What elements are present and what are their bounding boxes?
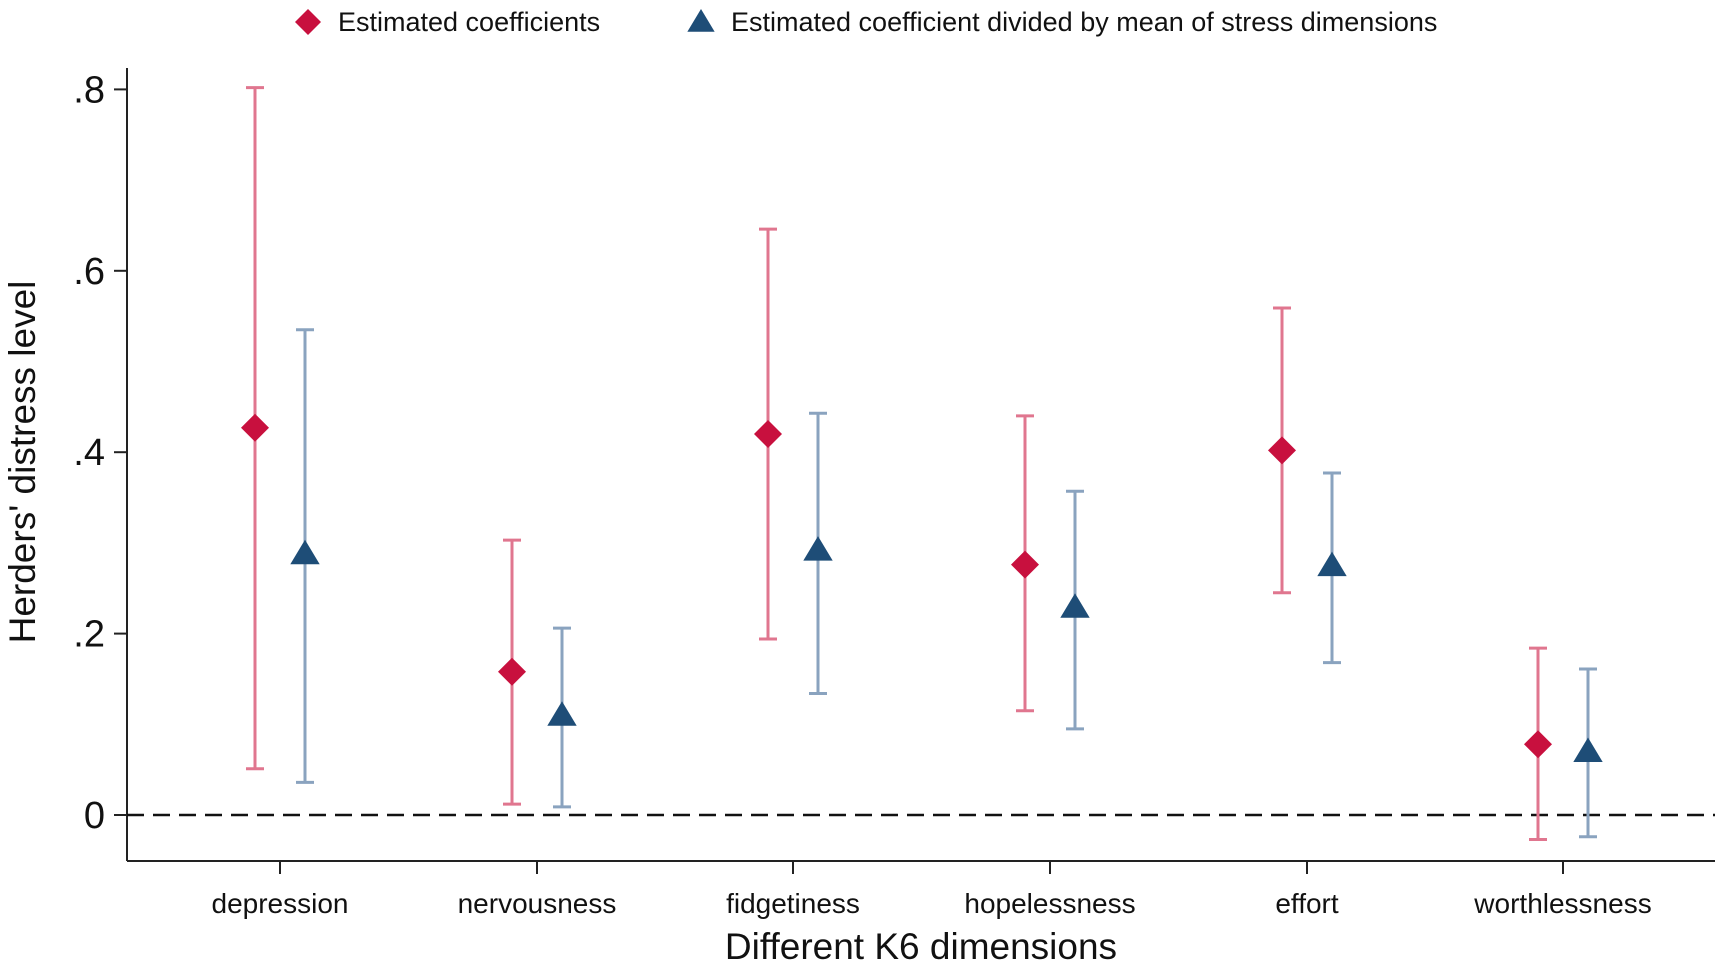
diamond-point-effort bbox=[1268, 436, 1296, 465]
legend-marker-diamond bbox=[295, 9, 321, 35]
legend-item-scaled-coefficients: Estimated coefficient divided by mean of… bbox=[687, 7, 1437, 37]
diamond-point-worthlessness bbox=[1524, 730, 1552, 759]
triangle-point-nervousness bbox=[547, 701, 577, 726]
legend-label-scaled-coefficients: Estimated coefficient divided by mean of… bbox=[731, 7, 1437, 37]
y-tick-label: .4 bbox=[73, 432, 105, 474]
y-tick-label: 0 bbox=[84, 795, 105, 837]
diamond-point-fidgetiness bbox=[754, 420, 782, 449]
series-estimated-coefficients bbox=[241, 86, 1552, 841]
triangle-point-fidgetiness bbox=[803, 536, 833, 561]
triangle-point-hopelessness bbox=[1060, 593, 1090, 618]
legend-marker-triangle bbox=[687, 9, 715, 32]
x-tick-label-fidgetiness: fidgetiness bbox=[726, 888, 860, 919]
y-tick-label: .6 bbox=[73, 251, 105, 293]
y-tick-label: .8 bbox=[73, 69, 105, 111]
diamond-point-hopelessness bbox=[1011, 550, 1039, 579]
triangle-point-depression bbox=[290, 539, 320, 565]
y-tick-label: .2 bbox=[73, 614, 105, 656]
diamond-point-depression bbox=[241, 413, 269, 442]
axes: 0 .2 .4 .6 .8 depression nervousness fidgetines… bbox=[73, 68, 1715, 919]
x-tick-label-hopelessness: hopelessness bbox=[964, 888, 1135, 919]
x-tick-label-depression: depression bbox=[212, 888, 349, 919]
x-tick-label-worthlessness: worthlessness bbox=[1473, 888, 1651, 919]
x-tick-label-effort: effort bbox=[1275, 888, 1339, 919]
series-estimated-coefficient-divided-by-mean-of-stress-dimensions bbox=[290, 328, 1603, 839]
diamond-point-nervousness bbox=[498, 657, 526, 686]
x-tick-label-nervousness: nervousness bbox=[458, 888, 617, 919]
y-axis-title: Herders' distress level bbox=[2, 281, 43, 644]
legend-item-estimated-coefficients: Estimated coefficients bbox=[295, 7, 600, 37]
triangle-point-worthlessness bbox=[1573, 737, 1603, 763]
triangle-point-effort bbox=[1317, 551, 1347, 577]
x-axis-title: Different K6 dimensions bbox=[725, 926, 1117, 967]
legend: Estimated coefficients Estimated coeffic… bbox=[295, 7, 1437, 37]
legend-label-estimated-coefficients: Estimated coefficients bbox=[338, 7, 600, 37]
chart-marks bbox=[241, 86, 1603, 841]
